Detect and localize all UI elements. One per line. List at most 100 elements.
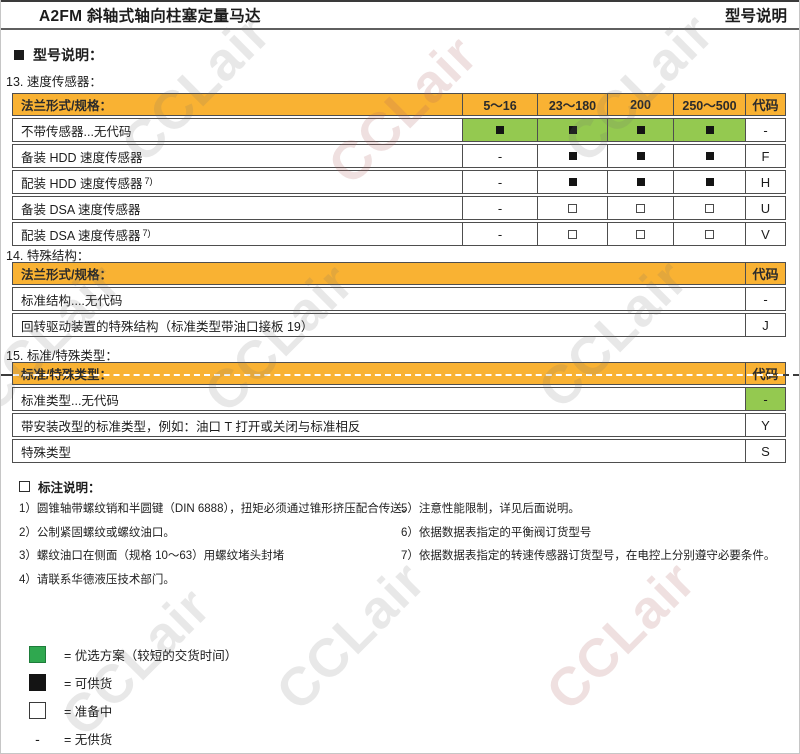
code-cell: U <box>745 197 785 219</box>
col-header-flange: 法兰形式/规格： <box>21 99 112 113</box>
availability-symbol <box>705 126 714 134</box>
footnote-7: 7）依据数据表指定的转速传感器订货型号，在电控上分别遵守必要条件。 <box>401 550 776 562</box>
table-speed-sensor: 法兰形式/规格： 5～16 23～180 200 250～500 代码 不带传感… <box>12 93 786 246</box>
page-corner-label: 型号说明 <box>724 8 787 25</box>
section-14-label: 14. 特殊结构： <box>6 249 90 263</box>
table-row: 带安装改型的标准类型，例如：油口 T 打开或关闭与标准相反 Y <box>12 413 786 437</box>
open-square-icon <box>19 481 30 492</box>
footnote-ref: 7) <box>142 228 151 238</box>
row-label: 回转驱动装置的特殊结构（标准类型带油口接板 19） <box>21 319 314 334</box>
table-row: 回转驱动装置的特殊结构（标准类型带油口接板 19） J <box>12 313 786 337</box>
row-label: 带安装改型的标准类型，例如：油口 T 打开或关闭与标准相反 <box>21 419 361 434</box>
notes-heading: 标注说明： <box>19 477 101 496</box>
availability-symbol <box>568 152 577 160</box>
footnote-2: 2）公制紧固螺纹或螺纹油口。 <box>19 526 175 539</box>
availability-symbol <box>498 175 502 190</box>
code-cell: - <box>745 119 785 141</box>
row-label: 配装 HDD 速度传感器 <box>21 176 143 191</box>
page-title: A2FM 斜轴式轴向柱塞定量马达 <box>39 8 261 25</box>
col-header-250-500: 250～500 <box>673 94 745 115</box>
code-cell: F <box>745 145 785 167</box>
footnote-6: 6）依据数据表指定的平衡阀订货型号 <box>401 526 592 539</box>
col-header-23-180: 23～180 <box>537 94 607 115</box>
dash-right <box>783 374 799 376</box>
legend-label: = 无供货 <box>64 733 113 747</box>
col-header-code: 代码 <box>745 263 785 284</box>
availability-symbol <box>568 126 577 134</box>
availability-symbol <box>498 201 502 216</box>
legend-label: = 准备中 <box>64 705 113 719</box>
black-square-icon <box>29 674 46 691</box>
footnote-ref: 7) <box>144 176 153 186</box>
availability-symbol <box>498 227 502 242</box>
code-cell: S <box>745 440 785 462</box>
table-row: 不带传感器...无代码 - <box>12 118 786 142</box>
table-header-row: 法兰形式/规格： 5～16 23～180 200 250～500 代码 <box>12 93 786 116</box>
title-bar: A2FM 斜轴式轴向柱塞定量马达 型号说明 <box>1 0 799 30</box>
footnote-5: 5）注意性能限制，详见后面说明。 <box>401 503 580 515</box>
availability-symbol <box>705 203 714 213</box>
notes-right-column: 5）注意性能限制，详见后面说明。 6）依据数据表指定的平衡阀订货型号 7）依据数… <box>401 500 775 571</box>
footnote-3: 3）螺纹油口在侧面（规格 10～63）用螺纹堵头封堵 <box>19 550 285 562</box>
row-label: 特殊类型 <box>21 445 72 460</box>
availability-symbol <box>636 229 645 239</box>
code-cell: V <box>745 223 785 245</box>
availability-symbol <box>568 178 577 186</box>
bullet-square-icon <box>14 50 24 60</box>
availability-symbol <box>705 178 714 186</box>
availability-symbol <box>496 126 504 134</box>
table-row: 备装 HDD 速度传感器 F <box>12 144 786 168</box>
dash-middle <box>13 374 783 376</box>
open-square-icon <box>29 702 46 719</box>
availability-symbol <box>636 126 645 134</box>
availability-symbol <box>705 152 714 160</box>
col-header-flange: 法兰形式/规格： <box>21 268 112 282</box>
code-cell: H <box>745 171 785 193</box>
table-header-row: 法兰形式/规格： 代码 <box>12 262 786 285</box>
footnote-1: 1）圆锥轴带螺纹销和半圆键（DIN 6888），扭矩必须通过锥形挤压配合传送。 <box>19 503 414 515</box>
legend-item: = 优选方案（较短的交货时间） <box>29 646 237 663</box>
availability-symbol <box>568 203 577 213</box>
dash-icon <box>29 730 46 747</box>
row-label: 配装 DSA 速度传感器 <box>21 228 141 243</box>
col-header-5-16: 5～16 <box>462 94 537 115</box>
code-cell: Y <box>745 414 785 436</box>
dash-left <box>1 374 13 376</box>
table-special-structure: 法兰形式/规格： 代码 标准结构....无代码 - 回转驱动装置的特殊结构（标准… <box>12 262 786 337</box>
code-cell: - <box>745 288 785 310</box>
row-label: 备装 DSA 速度传感器 <box>21 202 141 217</box>
section-13-label: 13. 速度传感器： <box>6 75 102 89</box>
notes-left-column: 1）圆锥轴带螺纹销和半圆键（DIN 6888），扭矩必须通过锥形挤压配合传送。 … <box>19 500 413 594</box>
availability-symbol <box>636 178 645 186</box>
notes-heading-label: 标注说明： <box>38 481 101 495</box>
availability-symbol <box>705 229 714 239</box>
watermark-cclair: CCLair <box>535 550 707 722</box>
table-row: 备装 DSA 速度传感器 U <box>12 196 786 220</box>
legend-label: = 可供货 <box>64 677 113 691</box>
code-cell: - <box>745 388 785 410</box>
table-standard-special-type: 标准/特殊类型： 代码 标准类型...无代码 - 带安装改型的标准类型，例如：油… <box>12 362 786 463</box>
legend-item: = 准备中 <box>29 702 237 719</box>
availability-legend: = 优选方案（较短的交货时间） = 可供货 = 准备中 = 无供货 <box>29 646 237 747</box>
code-cell: J <box>745 314 785 336</box>
table-row: 标准结构....无代码 - <box>12 287 786 311</box>
legend-label: = 优选方案（较短的交货时间） <box>64 649 238 663</box>
table-row: 标准类型...无代码 - <box>12 387 786 411</box>
availability-symbol <box>568 229 577 239</box>
footnote-4: 4）请联系华德液压技术部门。 <box>19 573 175 586</box>
row-label: 不带传感器...无代码 <box>21 124 132 139</box>
table-row: 特殊类型 S <box>12 439 786 463</box>
section-15-label: 15. 标准/特殊类型： <box>6 349 118 363</box>
row-label: 标准类型...无代码 <box>21 393 119 408</box>
page-break-dashed-line <box>1 374 799 376</box>
row-label: 标准结构....无代码 <box>21 293 123 308</box>
col-header-code: 代码 <box>745 94 785 115</box>
availability-symbol <box>498 149 502 164</box>
green-square-icon <box>29 646 46 663</box>
col-header-200: 200 <box>607 94 673 115</box>
availability-symbol <box>636 203 645 213</box>
legend-item: = 无供货 <box>29 730 237 747</box>
